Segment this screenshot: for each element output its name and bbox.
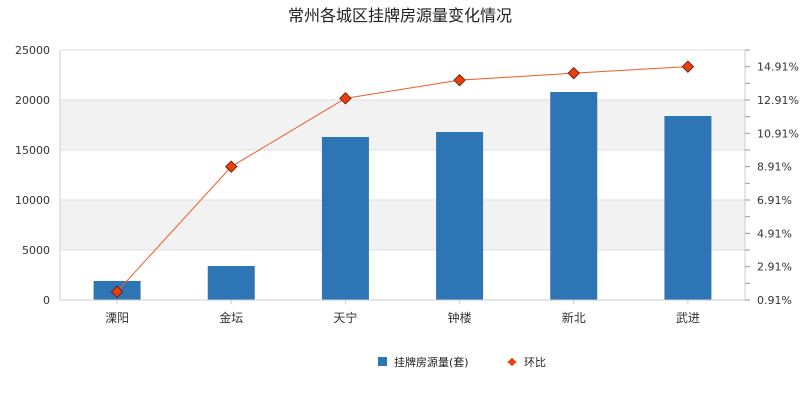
x-tick-label: 钟楼 <box>448 310 472 325</box>
legend-label-bar: 挂牌房源量(套) <box>394 355 469 369</box>
y-left-tick-label: 15000 <box>15 144 50 157</box>
y-right-tick-label: 8.91% <box>757 161 792 174</box>
line-point <box>110 285 124 298</box>
grid-band <box>60 100 745 150</box>
y-right-tick-label: 2.91% <box>757 261 792 274</box>
legend-label-line: 环比 <box>524 356 546 369</box>
y-left-tick-label: 20000 <box>15 94 50 107</box>
y-left-tick-label: 10000 <box>15 194 50 207</box>
bar <box>436 132 484 300</box>
legend-swatch-bar <box>378 357 387 366</box>
line-point <box>339 92 352 105</box>
line-point <box>225 160 238 173</box>
x-tick-label: 溧阳 <box>105 311 129 325</box>
line-point <box>453 73 466 87</box>
legend: 挂牌房源量(套) 环比 <box>378 355 546 369</box>
bar-series <box>93 92 712 300</box>
chart-title: 常州各城区挂牌房源量变化情况 <box>288 6 512 25</box>
y-right-tick-label: 0.91% <box>757 294 792 307</box>
y-left-tick-label: 0 <box>43 294 50 307</box>
x-tick-label: 武进 <box>676 311 700 325</box>
legend-marker-line <box>507 357 517 367</box>
bar <box>321 137 369 300</box>
grid-band <box>60 200 745 250</box>
line-point <box>681 60 695 73</box>
line-point <box>567 66 580 80</box>
x-tick-label: 金坛 <box>219 310 243 325</box>
bar <box>550 92 598 300</box>
bar <box>664 116 712 300</box>
y-right-tick-label: 4.91% <box>757 227 792 240</box>
bar <box>207 266 255 300</box>
y-left-tick-label: 5000 <box>22 244 50 257</box>
x-tick-label: 天宁 <box>333 310 357 325</box>
axes: 0 5000 10000 15000 20000 25000 0.91% 2.91% 4.91%… <box>15 44 799 325</box>
y-right-tick-label: 6.91% <box>757 194 792 207</box>
y-right-tick-label: 10.91% <box>757 127 799 140</box>
y-right-tick-label: 12.91% <box>757 94 799 107</box>
line-series <box>110 60 695 298</box>
x-tick-label: 新北 <box>562 310 586 325</box>
grid-lines <box>60 49 745 301</box>
line-path <box>116 66 688 293</box>
grid-bands <box>60 100 745 250</box>
y-right-tick-label: 14.91% <box>757 61 799 74</box>
y-left-tick-label: 25000 <box>15 44 50 57</box>
